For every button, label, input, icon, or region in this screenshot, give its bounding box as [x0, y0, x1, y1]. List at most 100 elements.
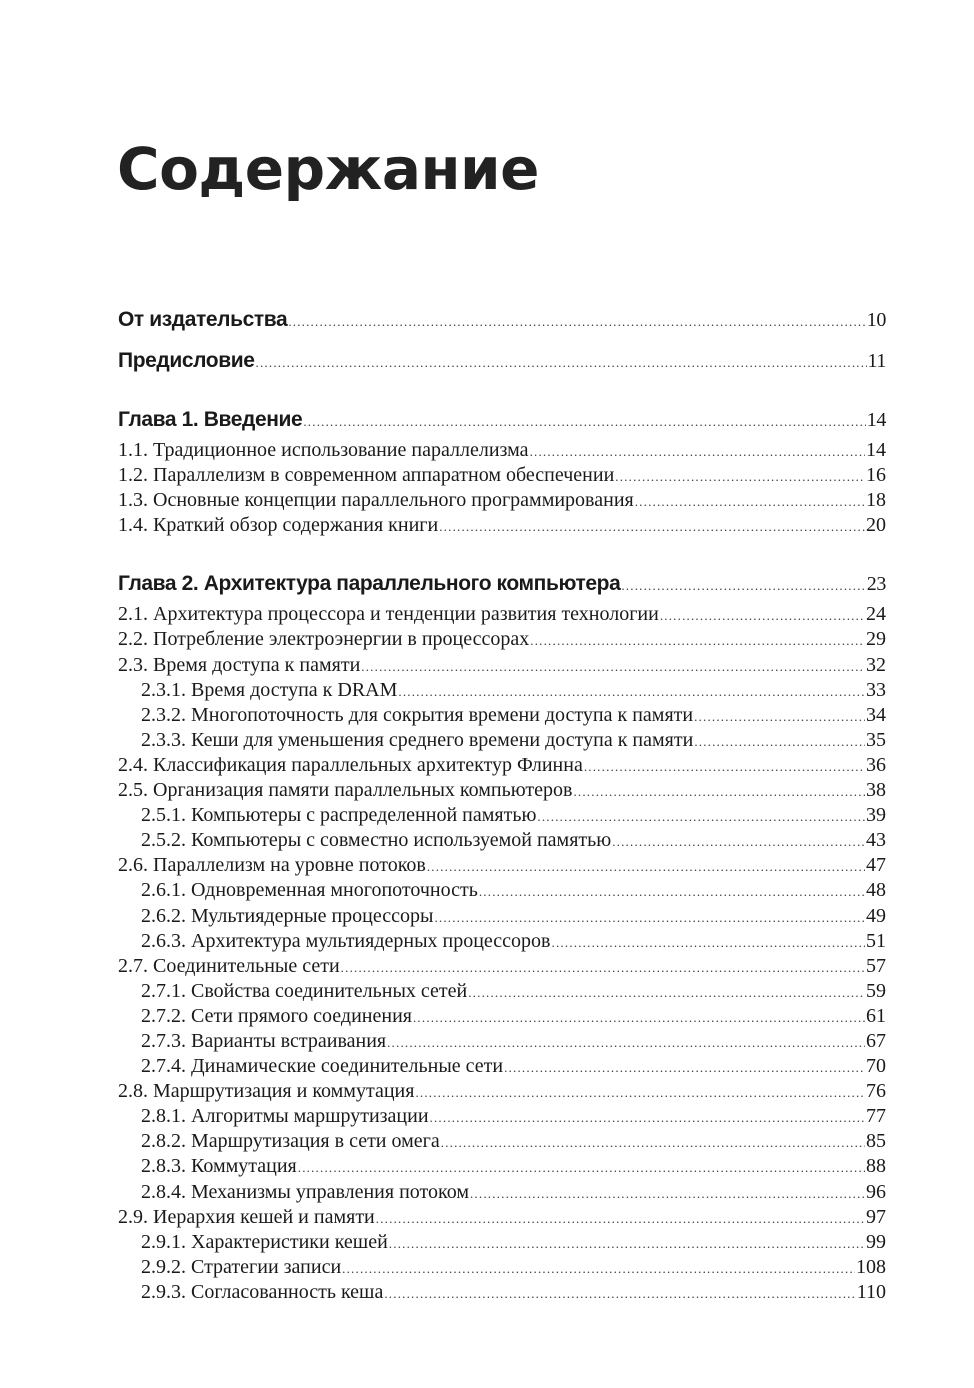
toc-entry[interactable]: 1.4. Краткий обзор содержания книги 20: [118, 514, 886, 539]
toc-entry-page: 97: [866, 1205, 886, 1228]
toc-entry-page: 76: [866, 1080, 886, 1103]
toc-entry[interactable]: 2.9.3. Согласованность кеша 110: [118, 1281, 886, 1306]
toc-entry[interactable]: 2.5.2. Компьютеры с совместно используем…: [118, 829, 886, 854]
toc-entry-label: 1.1. Традиционное использование параллел…: [118, 439, 529, 461]
toc-entry-label: Предисловие: [118, 349, 255, 372]
toc-entry[interactable]: 2.6.3. Архитектура мультиядерных процесс…: [118, 930, 886, 955]
toc-entry-label: 2.3.3. Кеши для уменьшения среднего врем…: [141, 728, 694, 751]
toc-entry[interactable]: 2.8.1. Алгоритмы маршрутизации 77: [118, 1105, 886, 1130]
toc-entry[interactable]: 2.6.2. Мультиядерные процессоры 49: [118, 905, 886, 930]
toc-entry[interactable]: 2.7.2. Сети прямого соединения 61: [118, 1005, 886, 1030]
toc-entry-page: 23: [866, 573, 887, 596]
toc-entry[interactable]: 2.8.3. Коммутация 88: [118, 1155, 886, 1180]
dot-leader: [376, 1211, 865, 1227]
toc-entry-label: 2.7.1. Свойства соединительных сетей: [141, 979, 468, 1002]
dot-leader: [415, 1085, 865, 1101]
dot-leader: [621, 578, 865, 594]
dot-leader: [612, 834, 865, 850]
toc-entry[interactable]: 2.5. Организация памяти параллельных ком…: [118, 779, 886, 804]
toc-entry-label: 2.6.2. Мультиядерные процессоры: [141, 904, 434, 927]
toc-entry[interactable]: 2.7.1. Свойства соединительных сетей 59: [118, 980, 886, 1005]
dot-leader: [530, 633, 865, 649]
dot-leader: [468, 985, 865, 1001]
toc-chapter-entry[interactable]: Глава 2. Архитектура параллельного компь…: [118, 570, 886, 598]
toc-entry[interactable]: 2.8. Маршрутизация и коммутация 76: [118, 1080, 886, 1105]
toc-entry-page: 77: [866, 1105, 886, 1128]
toc-entry[interactable]: 2.7. Соединительные сети 57: [118, 955, 886, 980]
toc-entry[interactable]: 1.2. Параллелизм в современном аппаратно…: [118, 464, 886, 489]
toc-entry-page: 36: [866, 753, 886, 776]
toc-entry[interactable]: 2.3.3. Кеши для уменьшения среднего врем…: [118, 729, 886, 754]
toc-entry-page: 96: [866, 1180, 886, 1203]
toc-entry[interactable]: 2.6.1. Одновременная многопоточность 48: [118, 879, 886, 904]
toc-entry-page: 39: [866, 804, 886, 827]
toc-entry-label: 2.9. Иерархия кешей и памяти: [118, 1205, 375, 1228]
toc-entry-label: 2.8.2. Маршрутизация в сети омега: [141, 1130, 440, 1153]
toc-entry-page: 14: [866, 409, 887, 431]
toc-entry-label: 2.5.1. Компьютеры с распределенной памят…: [141, 804, 537, 827]
toc-entry-label: 2.3. Время доступа к памяти: [118, 653, 361, 676]
toc-entry[interactable]: 2.3.2. Многопоточность для сокрытия врем…: [118, 704, 886, 729]
toc-entry[interactable]: 2.1. Архитектура процессора и тенденции …: [118, 603, 886, 628]
toc-chapter-entry[interactable]: Глава 1. Введение 14: [118, 406, 886, 434]
toc-entry-label: 2.3.2. Многопоточность для сокрытия врем…: [141, 703, 694, 726]
toc-entry-label: 2.7.4. Динамические соединительные сети: [141, 1055, 504, 1078]
toc-entry-page: 18: [866, 489, 886, 512]
toc-entry[interactable]: 2.5.1. Компьютеры с распределенной памят…: [118, 804, 886, 829]
toc-entry-page: 16: [866, 464, 886, 487]
toc-entry-label: 2.7. Соединительные сети: [118, 954, 340, 977]
toc-entry-label: 2.9.1. Характеристики кешей: [141, 1230, 388, 1253]
toc-entry-label: 2.2. Потребление электроэнергии в процес…: [118, 628, 530, 651]
dot-leader: [342, 1261, 855, 1277]
toc-entry-label: 2.8. Маршрутизация и коммутация: [118, 1080, 415, 1103]
dot-leader: [384, 1286, 855, 1302]
toc-entry-page: 48: [866, 879, 886, 902]
toc-entry-page: 70: [866, 1055, 886, 1078]
toc-entry-page: 47: [866, 854, 886, 877]
dot-leader: [288, 314, 865, 330]
dot-leader: [615, 469, 865, 485]
toc-entry[interactable]: 2.8.4. Механизмы управления потоком 96: [118, 1181, 886, 1206]
toc-entry-page: 67: [866, 1029, 886, 1052]
toc-entry[interactable]: 2.3. Время доступа к памяти 32: [118, 654, 886, 679]
toc-entry[interactable]: 2.7.4. Динамические соединительные сети 7…: [118, 1055, 886, 1080]
toc-entry-label: 2.7.2. Сети прямого соединения: [141, 1004, 412, 1027]
toc-entry[interactable]: 2.7.3. Варианты встраивания 67: [118, 1030, 886, 1055]
toc-entry-label: 2.7.3. Варианты встраивания: [141, 1029, 387, 1052]
table-of-contents: От издательства 10 Предисловие 11 Глава 1. В…: [118, 306, 886, 1306]
dot-leader: [584, 759, 865, 775]
toc-entry-page: 88: [866, 1155, 886, 1178]
toc-entry[interactable]: 2.3.1. Время доступа к DRAM 33: [118, 679, 886, 704]
toc-entry-label: 1.4. Краткий обзор содержания книги: [118, 514, 439, 537]
toc-entry[interactable]: 2.9. Иерархия кешей и памяти 97: [118, 1206, 886, 1231]
dot-leader: [361, 659, 865, 675]
toc-entry-label: 2.1. Архитектура процессора и тенденции …: [118, 603, 659, 626]
toc-entry[interactable]: 2.9.1. Характеристики кешей 99: [118, 1231, 886, 1256]
toc-entry-label: 2.8.1. Алгоритмы маршрутизации: [141, 1105, 429, 1128]
toc-entry-page: 32: [866, 653, 886, 676]
dot-leader: [552, 935, 865, 951]
dot-leader: [413, 1010, 865, 1026]
toc-entry-page: 51: [866, 929, 886, 952]
toc-entry[interactable]: 2.2. Потребление электроэнергии в процес…: [118, 628, 886, 653]
toc-chapter-entry[interactable]: Предисловие 11: [118, 347, 886, 375]
toc-entry-page: 35: [866, 728, 886, 751]
toc-entry-label: Глава 1. Введение: [118, 408, 303, 431]
dot-leader: [434, 910, 865, 926]
toc-entry-page: 110: [856, 1280, 886, 1303]
dot-leader: [441, 1135, 865, 1151]
toc-entry[interactable]: 1.1. Традиционное использование параллел…: [118, 439, 886, 464]
toc-entry[interactable]: 2.8.2. Маршрутизация в сети омега 85: [118, 1130, 886, 1155]
dot-leader: [635, 494, 865, 510]
toc-entry[interactable]: 2.4. Классификация параллельных архитект…: [118, 754, 886, 779]
toc-entry[interactable]: 1.3. Основные концепции параллельного пр…: [118, 489, 886, 514]
toc-entry[interactable]: 2.9.2. Стратегии записи 108: [118, 1256, 886, 1281]
toc-entry[interactable]: 2.6. Параллелизм на уровне потоков 47: [118, 854, 886, 879]
toc-entry-page: 14: [866, 439, 886, 461]
toc-entry-page: 10: [866, 309, 887, 331]
toc-entry-page: 29: [866, 628, 886, 651]
toc-entry-page: 24: [866, 603, 886, 626]
dot-leader: [694, 734, 865, 750]
toc-chapter-entry[interactable]: От издательства 10: [118, 306, 886, 334]
toc-entry-label: 1.3. Основные концепции параллельного пр…: [118, 489, 634, 512]
